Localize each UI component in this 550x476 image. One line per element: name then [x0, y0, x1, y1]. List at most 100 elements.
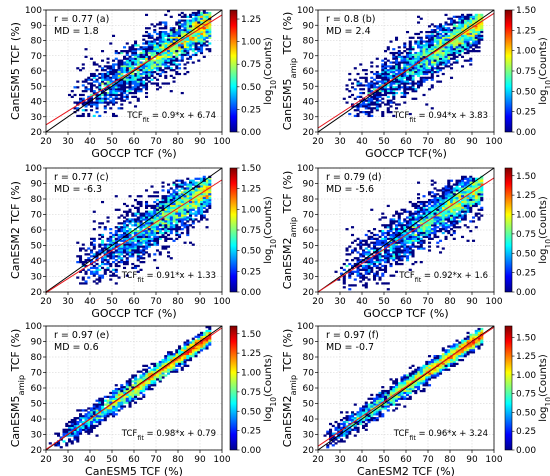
heatmap-cell	[200, 19, 204, 22]
heatmap-cell	[428, 34, 432, 37]
heatmap-cell	[142, 393, 146, 397]
heatmap-cell	[452, 55, 456, 58]
heatmap-cell	[477, 32, 481, 36]
heatmap-cell	[186, 15, 190, 18]
heatmap-cell	[142, 216, 146, 219]
heatmap-cell	[359, 264, 363, 268]
heatmap-cell	[183, 206, 187, 209]
heatmap-cell	[359, 280, 363, 283]
heatmap-cell	[125, 389, 129, 393]
heatmap-cell	[125, 253, 129, 256]
heatmap-cell	[147, 370, 151, 373]
heatmap-cell	[194, 341, 198, 344]
heatmap-cell	[406, 78, 410, 81]
heatmap-cell	[447, 34, 451, 37]
heatmap-cell	[392, 243, 396, 246]
heatmap-cell	[175, 370, 179, 373]
heatmap-cell	[172, 226, 176, 229]
heatmap-cell	[469, 208, 473, 211]
heatmap-cell	[373, 243, 377, 246]
heatmap-cell	[447, 220, 451, 223]
heatmap-cell	[164, 76, 168, 79]
heatmap-cell	[106, 261, 110, 264]
heatmap-cell	[186, 23, 190, 26]
heatmap-cell	[139, 78, 143, 81]
heatmap-cell	[81, 99, 85, 102]
heatmap-cell	[156, 364, 160, 367]
heatmap-cell	[450, 185, 454, 188]
heatmap-cell	[370, 107, 374, 110]
panel-f: 20 30 40 50 60 70 80 90 1002030405060708090100Ca…	[281, 322, 550, 476]
heatmap-cell	[417, 69, 421, 72]
heatmap-cell	[153, 195, 157, 198]
heatmap-cell	[109, 82, 113, 85]
heatmap-cell	[103, 262, 107, 266]
y-axis-label: CanESM5 TCF (%)	[9, 22, 22, 120]
heatmap-cell	[367, 114, 371, 118]
heatmap-cell	[81, 278, 85, 281]
heatmap-cell	[120, 249, 124, 252]
heatmap-cell	[425, 53, 429, 57]
heatmap-cell	[145, 57, 149, 60]
heatmap-cell	[109, 274, 113, 277]
heatmap-cell	[408, 48, 412, 51]
heatmap-cell	[161, 220, 165, 223]
heatmap-cell	[466, 202, 470, 206]
heatmap-cell	[175, 51, 179, 55]
heatmap-cell	[375, 103, 379, 106]
heatmap-cell	[114, 407, 118, 410]
heatmap-cell	[183, 357, 187, 360]
heatmap-cell	[194, 11, 198, 15]
heatmap-cell	[386, 69, 390, 72]
heatmap-cell	[145, 239, 149, 242]
heatmap-cell	[158, 48, 162, 51]
heatmap-cell	[134, 389, 138, 393]
heatmap-cell	[430, 78, 434, 81]
heatmap-cell	[114, 101, 118, 104]
heatmap-cell	[145, 228, 149, 231]
heatmap-cell	[189, 25, 193, 28]
heatmap-cell	[183, 51, 187, 55]
heatmap-cell	[433, 224, 437, 227]
heatmap-cell	[125, 63, 129, 66]
heatmap-cell	[180, 55, 184, 58]
heatmap-cell	[480, 36, 484, 39]
heatmap-cell	[425, 76, 429, 79]
heatmap-cell	[417, 55, 421, 58]
heatmap-cell	[356, 261, 360, 264]
heatmap-cell	[158, 220, 162, 223]
heatmap-cell	[81, 109, 85, 112]
heatmap-cell	[87, 417, 91, 420]
heatmap-cell	[186, 228, 190, 231]
heatmap-cell	[114, 282, 118, 285]
heatmap-cell	[103, 88, 107, 91]
heatmap-cell	[197, 46, 201, 49]
heatmap-cell	[128, 384, 132, 387]
heatmap-cell	[469, 204, 473, 208]
heatmap-cell	[441, 208, 445, 211]
heatmap-cell	[205, 331, 209, 335]
heatmap-cell	[175, 30, 179, 34]
heatmap-cell	[183, 53, 187, 57]
heatmap-cell	[191, 21, 195, 24]
heatmap-cell	[117, 249, 121, 252]
heatmap-cell	[419, 200, 423, 204]
heatmap-cell	[123, 224, 127, 227]
heatmap-cell	[430, 214, 434, 217]
heatmap-cell	[103, 415, 107, 418]
heatmap-cell	[98, 237, 102, 240]
heatmap-cell	[57, 442, 61, 445]
heatmap-cell	[180, 218, 184, 221]
heatmap-cell	[169, 357, 173, 360]
heatmap-cell	[79, 409, 83, 412]
heatmap-cell	[447, 65, 451, 68]
heatmap-cell	[403, 82, 407, 85]
heatmap-cell	[425, 71, 429, 74]
heatmap-cell	[139, 241, 143, 244]
heatmap-cell	[441, 224, 445, 227]
heatmap-cell	[117, 388, 121, 391]
heatmap-cell	[428, 193, 432, 196]
heatmap-cell	[183, 224, 187, 227]
heatmap-cell	[397, 235, 401, 239]
heatmap-cell	[392, 257, 396, 260]
